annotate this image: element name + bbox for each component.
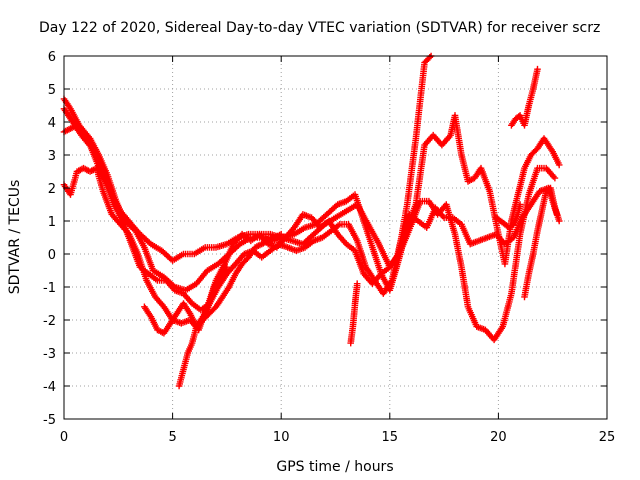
data-series (60, 52, 563, 390)
x-tick-label: 20 (490, 430, 507, 445)
y-tick-label: 1 (48, 215, 56, 230)
series-track-b (60, 105, 559, 344)
series-track-e (141, 230, 285, 337)
x-tick-label: 25 (599, 430, 616, 445)
y-tick-label: 5 (48, 83, 56, 98)
x-axis-label: GPS time / hours (276, 459, 393, 475)
y-tick-label: 3 (48, 149, 56, 164)
series-track-i (508, 65, 541, 129)
x-tick-label: 15 (382, 430, 399, 445)
y-tick-label: 4 (48, 116, 56, 131)
y-tick-label: 2 (48, 182, 56, 197)
y-tick-label: -1 (43, 281, 56, 296)
series-markers (60, 105, 559, 344)
axes: 0 5 10 15 20 25 -5 -4 -3 -2 -1 0 1 2 3 4 5 6 (43, 50, 615, 445)
series-track-h (492, 201, 524, 231)
series-track-j (521, 184, 563, 301)
series-track-f (175, 263, 231, 390)
series-line (63, 108, 556, 341)
y-tick-label: -5 (43, 413, 56, 428)
x-tick-label: 10 (273, 430, 290, 445)
chart-title: Day 122 of 2020, Sidereal Day-to-day VTE… (39, 20, 600, 36)
series-markers (492, 201, 524, 231)
y-tick-label: 0 (48, 248, 56, 263)
series-track-g (347, 280, 361, 347)
series-markers (347, 280, 361, 347)
x-tick-label: 0 (60, 430, 68, 445)
y-tick-label: -4 (43, 380, 56, 395)
series-markers (521, 184, 563, 301)
y-tick-label: -2 (43, 314, 56, 329)
x-tick-label: 5 (168, 430, 176, 445)
plot-frame (63, 55, 608, 420)
series-line (63, 55, 432, 331)
y-tick-label: 6 (48, 50, 56, 65)
y-tick-label: -3 (43, 347, 56, 362)
series-markers (508, 65, 541, 129)
y-axis-label: SDTVAR / TECUs (7, 180, 23, 295)
series-markers (175, 263, 231, 390)
